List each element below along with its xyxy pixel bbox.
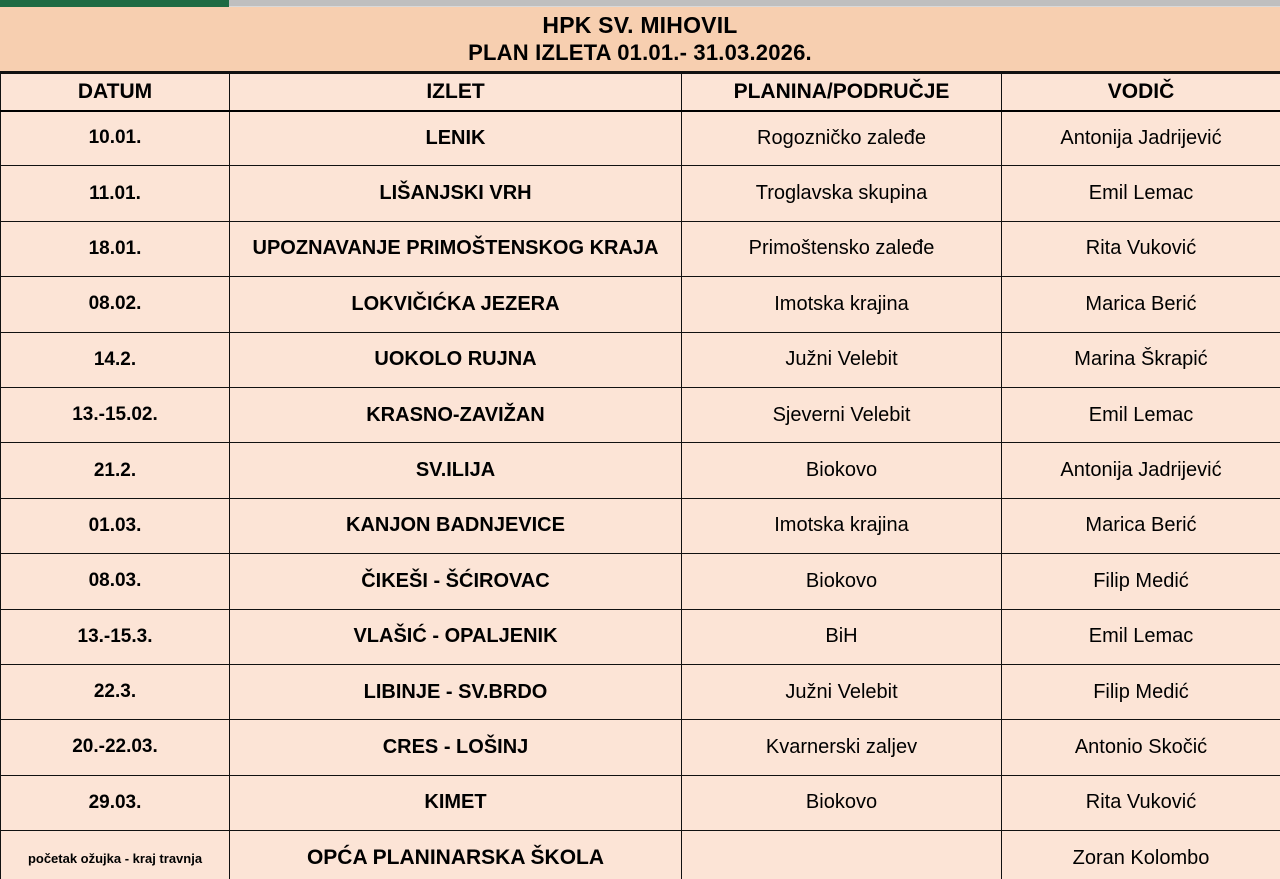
cell-izlet: LOKVIČIĆKA JEZERA xyxy=(229,276,682,333)
cell-izlet: LIBINJE - SV.BRDO xyxy=(229,663,682,721)
cell-datum: 20.-22.03. xyxy=(0,719,230,776)
table-row[interactable]: 13.-15.02. KRASNO-ZAVIŽAN Sjeverni Veleb… xyxy=(0,386,1280,444)
table-row[interactable]: 21.2. SV.ILIJA Biokovo Antonija Jadrijev… xyxy=(0,442,1280,499)
grey-accent-bar xyxy=(229,0,1280,7)
page-subtitle: PLAN IZLETA 01.01.- 31.03.2026. xyxy=(468,39,812,65)
cell-vodic: Filip Medić xyxy=(1001,553,1280,610)
cell-izlet: ČIKEŠI - ŠĆIROVAC xyxy=(229,553,682,610)
cell-datum: 21.2. xyxy=(0,442,230,499)
trip-plan-table: DATUM IZLET PLANINA/PODRUČJE VODIČ 10.01… xyxy=(0,73,1280,879)
cell-datum: 29.03. xyxy=(0,774,230,832)
green-accent-bar xyxy=(0,0,229,7)
table-row[interactable]: 22.3. LIBINJE - SV.BRDO Južni Velebit Fi… xyxy=(0,663,1280,721)
cell-planina: BiH xyxy=(681,608,1002,665)
table-row[interactable]: 18.01. UPOZNAVANJE PRIMOŠTENSKOG KRAJA P… xyxy=(0,220,1280,278)
cell-vodic: Filip Medić xyxy=(1001,663,1280,721)
table-row[interactable]: 08.03. ČIKEŠI - ŠĆIROVAC Biokovo Filip M… xyxy=(0,553,1280,610)
cell-vodic: Rita Vuković xyxy=(1001,220,1280,278)
cell-datum: početak ožujka - kraj travnja xyxy=(0,830,230,879)
cell-planina: Biokovo xyxy=(681,442,1002,499)
table-row[interactable]: 10.01. LENIK Rogozničko zaleđe Antonija … xyxy=(0,109,1280,167)
cell-vodic: Antonija Jadrijević xyxy=(1001,109,1280,167)
cell-izlet: OPĆA PLANINARSKA ŠKOLA xyxy=(229,830,682,879)
table-header-row: DATUM IZLET PLANINA/PODRUČJE VODIČ xyxy=(0,73,1280,112)
cell-vodic: Antonija Jadrijević xyxy=(1001,442,1280,499)
cell-izlet: KANJON BADNJEVICE xyxy=(229,497,682,555)
cell-planina: Rogozničko zaleđe xyxy=(681,109,1002,167)
cell-vodic: Marica Berić xyxy=(1001,497,1280,555)
cell-planina: Imotska krajina xyxy=(681,497,1002,555)
cell-vodic: Emil Lemac xyxy=(1001,165,1280,222)
cell-datum: 13.-15.3. xyxy=(0,608,230,665)
cell-datum: 08.02. xyxy=(0,276,230,333)
cell-datum: 08.03. xyxy=(0,553,230,610)
cell-vodic: Antonio Skočić xyxy=(1001,719,1280,776)
cell-izlet: UOKOLO RUJNA xyxy=(229,331,682,388)
table-row[interactable]: 14.2. UOKOLO RUJNA Južni Velebit Marina … xyxy=(0,331,1280,388)
cell-izlet: KRASNO-ZAVIŽAN xyxy=(229,386,682,444)
cell-izlet: UPOZNAVANJE PRIMOŠTENSKOG KRAJA xyxy=(229,220,682,278)
table-row[interactable]: 13.-15.3. VLAŠIĆ - OPALJENIK BiH Emil Le… xyxy=(0,608,1280,665)
cell-datum: 10.01. xyxy=(0,109,230,167)
table-row[interactable]: 20.-22.03. CRES - LOŠINJ Kvarnerski zalj… xyxy=(0,719,1280,776)
cell-planina: Sjeverni Velebit xyxy=(681,386,1002,444)
cell-planina: Primoštensko zaleđe xyxy=(681,220,1002,278)
cell-datum: 11.01. xyxy=(0,165,230,222)
table-row[interactable]: 01.03. KANJON BADNJEVICE Imotska krajina… xyxy=(0,497,1280,555)
cell-izlet: KIMET xyxy=(229,774,682,832)
column-header-izlet: IZLET xyxy=(229,73,682,112)
table-row[interactable]: početak ožujka - kraj travnja OPĆA PLANI… xyxy=(0,830,1280,879)
cell-planina: Troglavska skupina xyxy=(681,165,1002,222)
table-body: 10.01. LENIK Rogozničko zaleđe Antonija … xyxy=(0,109,1280,879)
cell-planina: Južni Velebit xyxy=(681,663,1002,721)
column-header-planina: PLANINA/PODRUČJE xyxy=(681,73,1002,112)
cell-planina: Južni Velebit xyxy=(681,331,1002,388)
cell-izlet: LIŠANJSKI VRH xyxy=(229,165,682,222)
cell-vodic: Emil Lemac xyxy=(1001,608,1280,665)
table-row[interactable]: 29.03. KIMET Biokovo Rita Vuković xyxy=(0,774,1280,832)
page-title: HPK SV. MIHOVIL xyxy=(542,11,738,38)
cell-planina: Imotska krajina xyxy=(681,276,1002,333)
table-row[interactable]: 08.02. LOKVIČIĆKA JEZERA Imotska krajina… xyxy=(0,276,1280,333)
cell-datum: 18.01. xyxy=(0,220,230,278)
cell-datum: 01.03. xyxy=(0,497,230,555)
cell-izlet: LENIK xyxy=(229,109,682,167)
cell-vodic: Zoran Kolombo xyxy=(1001,830,1280,879)
cell-vodic: Rita Vuković xyxy=(1001,774,1280,832)
cell-vodic: Marina Škrapić xyxy=(1001,331,1280,388)
cell-vodic: Emil Lemac xyxy=(1001,386,1280,444)
cell-datum: 13.-15.02. xyxy=(0,386,230,444)
document-title-band: HPK SV. MIHOVIL PLAN IZLETA 01.01.- 31.0… xyxy=(0,7,1280,73)
cell-izlet: VLAŠIĆ - OPALJENIK xyxy=(229,608,682,665)
cell-izlet: SV.ILIJA xyxy=(229,442,682,499)
cell-planina: Biokovo xyxy=(681,553,1002,610)
cell-planina: Kvarnerski zaljev xyxy=(681,719,1002,776)
cell-vodic: Marica Berić xyxy=(1001,276,1280,333)
cell-datum: 14.2. xyxy=(0,331,230,388)
column-header-vodic: VODIČ xyxy=(1001,73,1280,112)
top-accent-bars xyxy=(0,0,1280,7)
column-header-datum: DATUM xyxy=(0,73,230,112)
cell-planina: Biokovo xyxy=(681,774,1002,832)
cell-datum: 22.3. xyxy=(0,663,230,721)
cell-izlet: CRES - LOŠINJ xyxy=(229,719,682,776)
cell-planina xyxy=(681,830,1002,879)
table-row[interactable]: 11.01. LIŠANJSKI VRH Troglavska skupina … xyxy=(0,165,1280,222)
